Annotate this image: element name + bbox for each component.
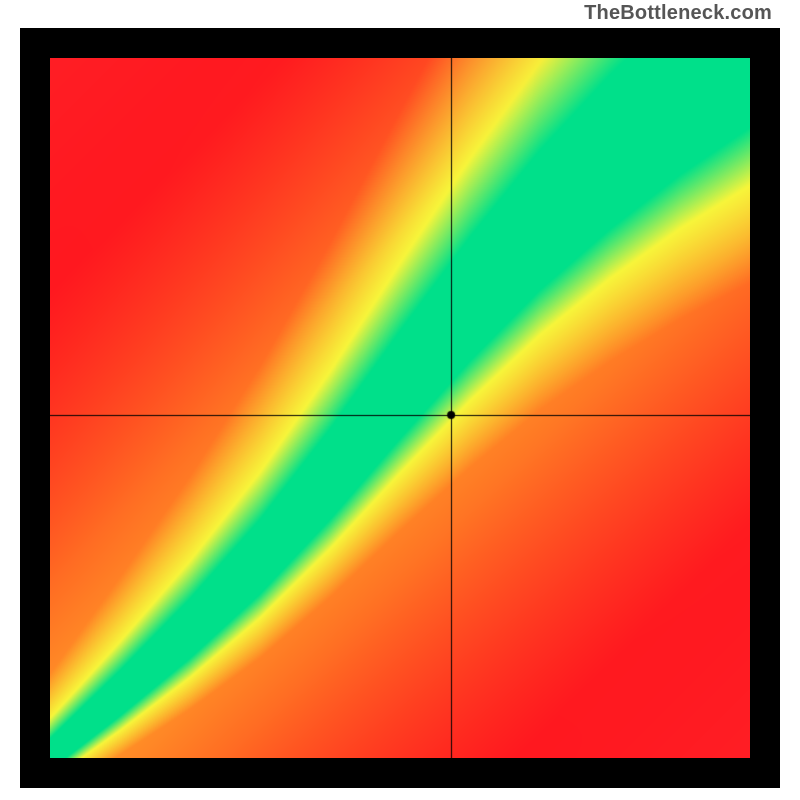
- bottleneck-heatmap: [50, 58, 750, 758]
- watermark-text: TheBottleneck.com: [584, 2, 772, 25]
- chart-frame: [20, 28, 780, 788]
